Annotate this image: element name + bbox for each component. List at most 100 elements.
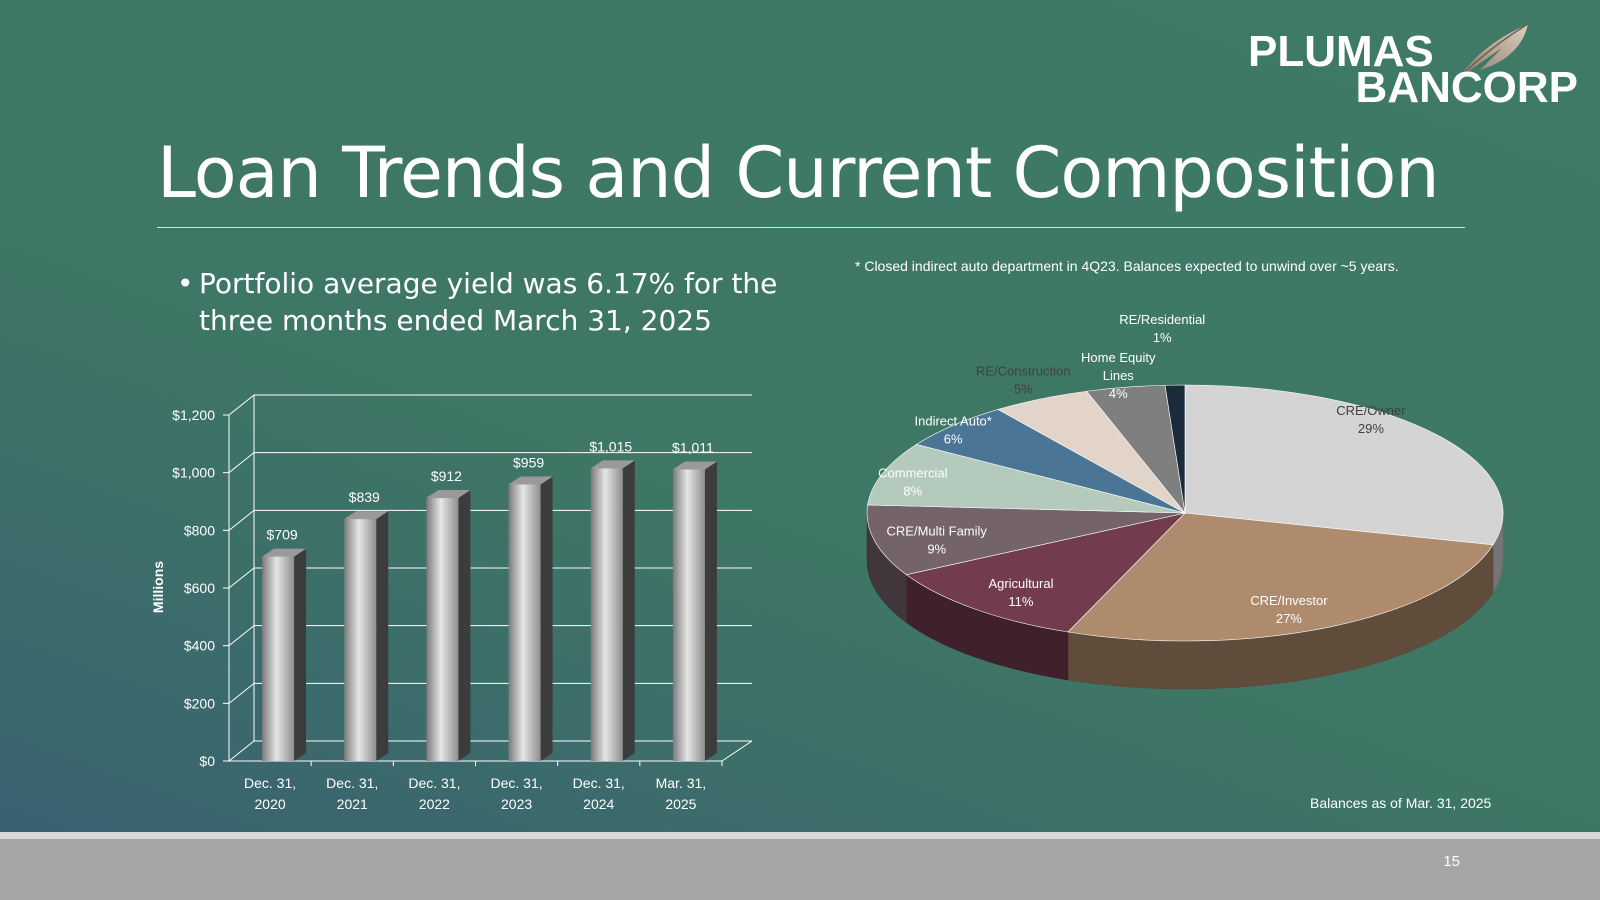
pie-slice-name: Home Equity — [1081, 350, 1156, 365]
y-tick-label: $400 — [184, 638, 215, 654]
bar-5 — [672, 461, 717, 761]
bar-front — [590, 468, 623, 761]
bullet-dot: • — [177, 267, 194, 300]
x-tick-label: Mar. 31, — [656, 775, 707, 791]
bar-1 — [344, 511, 389, 761]
pie-slice-percent: 6% — [944, 431, 963, 446]
bar-value-label: $839 — [349, 489, 380, 505]
pie-slice-1 — [1067, 512, 1494, 642]
y-tick-label: $1,200 — [172, 407, 215, 423]
pie-slice-8 — [1164, 384, 1186, 514]
pie-slice-name: Indirect Auto* — [915, 413, 992, 428]
y-tick-label: $200 — [184, 695, 215, 711]
pie-slice-name: Lines — [1103, 368, 1135, 383]
gridline-side — [228, 740, 255, 762]
pie-slice-percent: 1% — [1153, 330, 1172, 345]
y-tick-label: $0 — [199, 753, 215, 769]
footer-bar: 15 — [0, 832, 1600, 900]
pie-label-8: RE/Residential 1% — [1119, 312, 1205, 345]
bar-2 — [426, 490, 471, 761]
page-title: Loan Trends and Current Composition — [157, 132, 1440, 214]
pie-label-4: Commercial 8% — [878, 465, 947, 498]
bar-value-label: $959 — [513, 454, 544, 470]
bar-top — [508, 476, 553, 485]
bar-front — [672, 469, 705, 761]
gridline-side — [228, 509, 255, 531]
bar-value-label: $1,015 — [589, 438, 632, 454]
x-tick-label: Dec. 31, — [491, 775, 543, 791]
gridline-side — [228, 452, 255, 474]
bar-value-label: $1,011 — [672, 439, 714, 455]
pie-sides — [866, 512, 1504, 690]
bar-front — [262, 556, 295, 761]
loan-trends-bar-chart: $0 $200 $400 $600 $800 $1,000 $1,200 Millions $7… — [150, 394, 753, 812]
bar-side — [622, 460, 635, 761]
balances-note: Balances as of Mar. 31, 2025 — [1310, 795, 1492, 811]
loan-composition-pie-chart: CRE/Owner 29% CRE/Investor 27% Agricultural 1… — [866, 312, 1504, 690]
x-tick-label-year: 2022 — [419, 796, 450, 812]
y-tick-label: $800 — [184, 522, 215, 538]
bar-side — [540, 476, 553, 761]
pie-slice-percent: 11% — [1008, 594, 1033, 609]
gridline-side — [228, 567, 255, 589]
pie-slice-percent: 29% — [1358, 421, 1384, 436]
pie-slice-name: Commercial — [878, 465, 947, 480]
bar-front — [344, 519, 377, 761]
bar-0 — [262, 548, 307, 761]
gridline-side — [228, 625, 255, 647]
pie-slice-name: RE/Residential — [1119, 312, 1205, 327]
pie-top — [866, 384, 1504, 642]
bar-top — [344, 511, 389, 520]
pie-slice-2 — [905, 512, 1186, 633]
bar-top — [262, 548, 307, 557]
bar-top — [426, 490, 471, 499]
pie-label-3: CRE/Multi Family 9% — [887, 523, 988, 556]
title-divider — [157, 227, 1465, 228]
pie-label-6: RE/Construction 5% — [976, 363, 1071, 396]
floor-edge — [721, 740, 753, 762]
x-tick-label-year: 2020 — [255, 796, 286, 812]
pie-slice-5 — [915, 409, 1186, 514]
bar-front — [426, 498, 459, 761]
pie-label-5: Indirect Auto* 6% — [915, 413, 992, 446]
logo-line-2: BANCORP — [1355, 63, 1578, 112]
bar-top — [590, 460, 635, 469]
pie-slice-percent: 27% — [1276, 611, 1302, 626]
gridline-side — [228, 682, 255, 704]
footnote: * Closed indirect auto department in 4Q2… — [855, 258, 1399, 274]
pie-slice-name: Agricultural — [988, 576, 1053, 591]
y-axis-label: Millions — [150, 561, 166, 613]
logo-line-1: PLUMAS — [1248, 27, 1434, 76]
x-tick-label: Dec. 31, — [326, 775, 378, 791]
pie-label-2: Agricultural 11% — [988, 576, 1053, 609]
bar-top — [672, 461, 717, 470]
y-tick-label: $1,000 — [172, 465, 215, 481]
bar-front — [508, 484, 541, 761]
pie-slice-percent: 4% — [1109, 386, 1128, 401]
bar-side — [458, 490, 471, 761]
y-tick-label: $600 — [184, 580, 215, 596]
pie-slice-percent: 5% — [1014, 381, 1033, 396]
bar-value-label: $912 — [431, 468, 462, 484]
bar-3 — [508, 476, 553, 761]
bar-value-label: $709 — [267, 527, 298, 543]
pie-slice-percent: 8% — [903, 483, 922, 498]
bar-side — [376, 511, 389, 761]
pie-slice-name: CRE/Investor — [1250, 593, 1328, 608]
pie-slice-percent: 9% — [927, 541, 946, 556]
plumas-bancorp-logo: PLUMAS BANCORP — [1248, 22, 1578, 112]
x-tick-label-year: 2023 — [501, 796, 532, 812]
x-tick-label-year: 2021 — [337, 796, 368, 812]
pie-slice-name: CRE/Multi Family — [887, 523, 988, 538]
bullet-text: Portfolio average yield was 6.17% for th… — [199, 267, 778, 337]
pie-label-0: CRE/Owner 29% — [1336, 403, 1406, 436]
pie-slice-0 — [1184, 384, 1504, 546]
pie-label-7: Home Equity Lines 4% — [1081, 350, 1156, 401]
pie-label-1: CRE/Investor 27% — [1250, 593, 1328, 626]
bar-4 — [590, 460, 635, 761]
x-tick-label: Dec. 31, — [244, 775, 296, 791]
bar-side — [294, 548, 307, 761]
bar-side — [704, 461, 717, 761]
pie-slice-3 — [866, 504, 1186, 575]
